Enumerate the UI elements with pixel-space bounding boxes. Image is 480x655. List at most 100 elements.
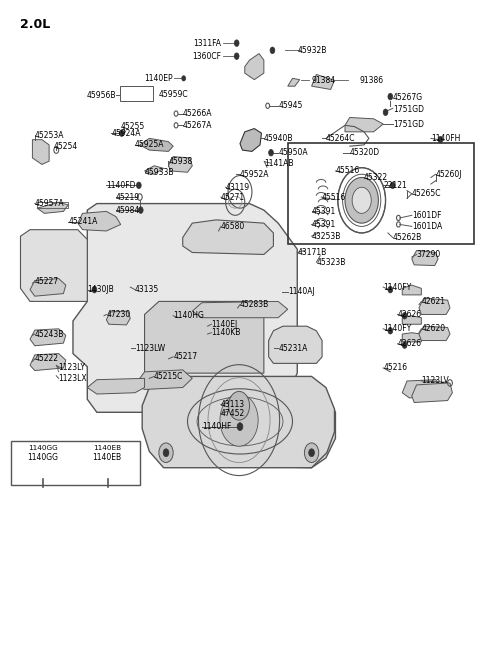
Text: 43113: 43113 (221, 400, 245, 409)
Text: 45322: 45322 (364, 173, 388, 182)
Text: 45924A: 45924A (111, 128, 141, 138)
Polygon shape (419, 298, 450, 314)
Polygon shape (144, 301, 264, 373)
Text: 45262B: 45262B (393, 233, 422, 242)
Text: 1140EJ: 1140EJ (211, 320, 238, 329)
Text: 45266A: 45266A (183, 109, 212, 118)
Text: 1140EB: 1140EB (94, 445, 121, 451)
Text: 43135: 43135 (135, 285, 159, 294)
Text: 91386: 91386 (360, 77, 384, 85)
Polygon shape (142, 377, 335, 468)
Text: 45932B: 45932B (297, 46, 327, 55)
Text: 45243B: 45243B (35, 329, 64, 339)
Text: 43253B: 43253B (312, 232, 341, 240)
Polygon shape (33, 140, 49, 164)
Circle shape (234, 53, 239, 60)
Polygon shape (419, 326, 450, 341)
Polygon shape (135, 370, 192, 390)
Text: 45219: 45219 (116, 193, 140, 202)
Circle shape (269, 149, 274, 156)
Circle shape (182, 76, 186, 81)
Polygon shape (30, 278, 66, 296)
Polygon shape (183, 220, 274, 254)
Circle shape (138, 207, 143, 214)
Text: 45516: 45516 (336, 166, 360, 176)
Text: 1140FY: 1140FY (383, 324, 411, 333)
Text: 1140EP: 1140EP (144, 74, 173, 83)
Text: 45216: 45216 (383, 364, 408, 373)
Polygon shape (87, 379, 144, 394)
Polygon shape (402, 316, 421, 324)
Text: 22121: 22121 (383, 181, 407, 190)
Ellipse shape (345, 178, 378, 223)
Text: 45950A: 45950A (278, 148, 308, 157)
Polygon shape (73, 204, 297, 412)
Text: 45933B: 45933B (144, 168, 174, 177)
Polygon shape (402, 333, 421, 342)
Circle shape (136, 182, 141, 189)
Text: 45945: 45945 (278, 102, 302, 110)
Circle shape (237, 422, 243, 430)
Text: 45952A: 45952A (240, 170, 269, 179)
Text: 45984: 45984 (116, 206, 140, 215)
Text: 45320D: 45320D (350, 148, 380, 157)
Text: 45323B: 45323B (316, 258, 346, 267)
Circle shape (104, 470, 111, 479)
Text: 1140KB: 1140KB (211, 328, 241, 337)
Text: 1751GD: 1751GD (393, 105, 424, 113)
Circle shape (383, 109, 388, 115)
Text: 45254: 45254 (54, 141, 78, 151)
Text: 45241A: 45241A (68, 217, 97, 227)
Text: 45267A: 45267A (183, 121, 212, 130)
Text: 43171B: 43171B (297, 248, 326, 257)
Polygon shape (192, 301, 288, 318)
Text: 1140FH: 1140FH (431, 134, 460, 143)
Circle shape (357, 194, 366, 207)
Circle shape (388, 286, 393, 293)
Circle shape (402, 342, 407, 348)
Text: 1360CF: 1360CF (192, 52, 221, 62)
Polygon shape (312, 75, 335, 90)
Polygon shape (140, 138, 173, 151)
Bar (120, 86, 153, 100)
Ellipse shape (352, 187, 371, 214)
Polygon shape (30, 329, 66, 346)
Text: 45391: 45391 (312, 207, 336, 216)
Polygon shape (107, 311, 130, 325)
Text: 45925A: 45925A (135, 140, 165, 149)
Text: 45253A: 45253A (35, 130, 64, 140)
Text: 1123LV: 1123LV (421, 377, 449, 386)
Polygon shape (402, 285, 421, 295)
Text: 2.0L: 2.0L (21, 18, 51, 31)
Text: 42621: 42621 (421, 297, 445, 306)
Bar (288, 143, 474, 244)
Text: 45516: 45516 (321, 193, 346, 202)
Polygon shape (402, 380, 443, 398)
Text: 42620: 42620 (421, 324, 445, 333)
Text: 1140HF: 1140HF (202, 422, 231, 431)
Text: 45283B: 45283B (240, 300, 269, 309)
Circle shape (234, 40, 239, 47)
Polygon shape (168, 157, 192, 172)
Text: 1140HG: 1140HG (173, 311, 204, 320)
Text: 45956B: 45956B (86, 92, 116, 100)
Polygon shape (240, 128, 262, 151)
Polygon shape (288, 79, 300, 86)
Polygon shape (144, 166, 164, 174)
Text: 45222: 45222 (35, 354, 59, 364)
Text: 1140EB: 1140EB (92, 453, 121, 462)
Text: 47452: 47452 (221, 409, 245, 418)
Polygon shape (78, 212, 120, 231)
Text: 45215C: 45215C (154, 372, 183, 381)
Text: 1123LW: 1123LW (135, 344, 165, 353)
Text: 45391: 45391 (312, 220, 336, 229)
Polygon shape (245, 54, 264, 80)
Circle shape (304, 443, 319, 462)
Text: 45217: 45217 (173, 352, 197, 362)
Text: 45959C: 45959C (159, 90, 189, 98)
Text: 46580: 46580 (221, 222, 245, 231)
Text: 1751GD: 1751GD (393, 119, 424, 128)
Circle shape (119, 130, 124, 136)
Polygon shape (30, 354, 66, 371)
Text: 1140GG: 1140GG (28, 445, 58, 451)
